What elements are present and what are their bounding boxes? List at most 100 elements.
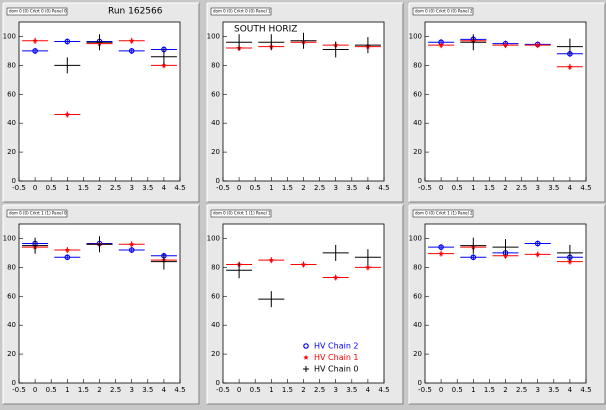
x-tick-label: 1 [65,386,69,394]
x-tick-label: 0 [237,184,241,192]
x-tick-label: 4 [366,386,371,394]
y-tick-label: 40 [7,119,16,127]
data-point [150,48,177,65]
data-point [118,247,145,254]
marker [161,62,167,68]
x-tick-label: 4.5 [174,386,185,394]
data-point [354,264,381,271]
data-point [290,261,317,268]
x-tick-label: 1.5 [78,184,89,192]
pad-title: dom 0 (0) Crkrt 0 (0) Panel 1 [213,9,271,14]
x-tick-label: 1 [471,386,475,394]
annotation: Run 162566 [108,7,163,17]
data-point [258,257,285,264]
y-tick-label: 100 [207,234,220,242]
data-point [322,274,349,281]
x-tick-label: 1.5 [282,386,293,394]
x-tick-label: 2 [301,386,305,394]
y-tick-label: 80 [7,263,16,271]
data-point [322,41,349,58]
marker [333,274,339,280]
pad: dom 0 (0) Crkrt 1 (1) Panel 102040608010… [206,204,404,405]
marker [535,251,541,257]
pad: dom 0 (0) Crkrt 0 (0) Panel 1 SOUTH HORIZ… [206,2,404,203]
y-tick-label: 0 [216,379,220,387]
x-tick-label: 4 [162,386,167,394]
marker [438,250,444,256]
data-point [118,47,145,54]
y-tick-label: 80 [211,263,220,271]
y-tick-label: 100 [409,32,422,40]
x-tick-label: 0 [439,386,443,394]
x-tick-label: 0 [33,386,37,394]
y-tick-label: 20 [211,350,220,358]
x-tick-label: 2.5 [110,184,121,192]
x-tick-label: 4.5 [580,386,591,394]
x-tick-label: 1 [471,184,475,192]
data-point [460,254,487,261]
marker [470,254,477,261]
data-point [556,38,583,55]
data-point [54,254,81,261]
marker [502,42,509,48]
data-point [354,249,381,266]
data-point [556,244,583,261]
x-tick-label: 2 [503,184,507,192]
data-point [54,57,81,74]
marker [64,254,71,261]
x-tick-label: 2.5 [110,386,121,394]
title-box [412,7,474,16]
data-point [54,38,81,45]
x-tick-label: 3.5 [346,386,357,394]
y-tick-label: 60 [7,90,16,98]
marker [567,64,573,70]
data-point [524,251,551,258]
y-tick-label: 80 [413,263,422,271]
y-tick-label: 60 [211,292,220,300]
x-tick-label: 4 [162,184,167,192]
y-tick-label: 20 [7,350,16,358]
x-tick-label: 3 [129,184,133,192]
x-tick-label: -0.5 [12,386,26,394]
y-tick-label: 20 [413,148,422,156]
data-point [22,47,49,54]
y-tick-label: 100 [3,234,16,242]
pad: dom 0 (0) Crkrt 0 (0) Panel 202040608010… [408,2,606,203]
x-tick-label: 0 [33,184,37,192]
y-tick-label: 80 [211,61,220,69]
y-tick-label: 40 [413,119,422,127]
title-box [412,209,474,218]
y-tick-label: 100 [3,32,16,40]
x-tick-label: 0.5 [452,386,463,394]
legend-label: HV Chain 1 [314,353,359,362]
y-tick-label: 20 [7,148,16,156]
data-point [524,42,551,49]
marker [32,37,38,44]
x-tick-label: 3.5 [142,184,153,192]
data-point [258,291,285,308]
frame [18,21,181,182]
data-point [22,237,49,254]
x-tick-label: 1 [269,184,273,192]
x-tick-label: 3.5 [346,184,357,192]
x-tick-label: 1.5 [78,386,89,394]
y-tick-label: 100 [207,32,220,40]
marker [64,38,71,45]
data-point [86,34,113,51]
data-point [524,240,551,247]
data-point [492,42,519,49]
x-tick-label: 4.5 [378,386,389,394]
y-tick-label: 20 [211,148,220,156]
pad-title: dom 0 (0) Crkrt 1 (1) Panel 1 [213,211,271,216]
x-tick-label: -0.5 [12,184,26,192]
y-tick-label: 40 [211,119,220,127]
data-point [428,42,455,49]
marker [567,258,573,264]
x-tick-label: 3 [333,184,337,192]
x-tick-label: 4 [568,184,573,192]
data-point [460,237,487,254]
legend-label: HV Chain 2 [314,342,359,351]
data-point [492,239,519,256]
x-tick-label: 1.5 [282,184,293,192]
y-tick-label: 0 [418,177,422,185]
